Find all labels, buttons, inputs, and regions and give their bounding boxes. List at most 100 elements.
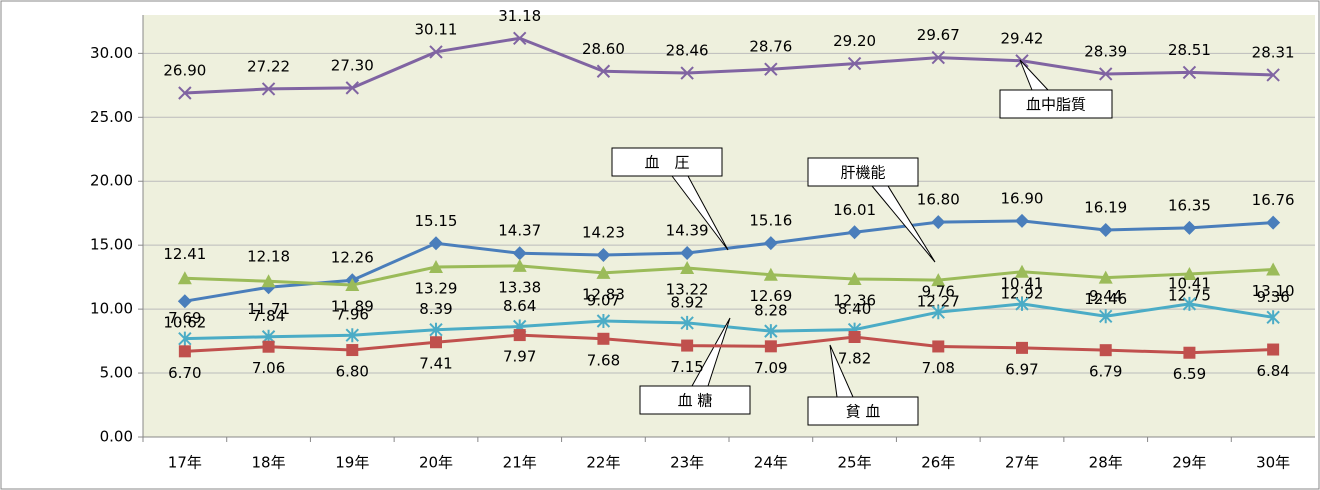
marker	[1098, 222, 1113, 237]
data-label: 9.44	[1089, 287, 1122, 305]
data-label: 15.15	[415, 212, 458, 230]
data-label: 10.41	[1168, 274, 1211, 292]
data-label: 9.36	[1256, 288, 1289, 306]
data-label: 14.23	[582, 224, 625, 242]
marker-shape	[261, 274, 276, 288]
data-label: 8.92	[670, 293, 703, 311]
marker	[1015, 213, 1029, 228]
marker-shape	[1099, 309, 1113, 324]
data-label: 7.97	[503, 348, 536, 366]
x-tick-label: 19年	[335, 454, 369, 472]
marker-shape	[931, 305, 945, 320]
marker-shape	[680, 260, 695, 274]
data-label: 12.27	[917, 293, 960, 311]
data-label: 15.16	[749, 212, 792, 230]
data-label: 10.41	[1001, 274, 1044, 292]
marker	[429, 236, 443, 251]
marker	[1182, 266, 1197, 280]
marker	[764, 340, 777, 353]
legend-label: 血中脂質	[1026, 96, 1086, 114]
marker-shape	[680, 66, 694, 80]
data-label: 28.60	[582, 40, 625, 58]
data-label: 6.59	[1173, 365, 1206, 383]
x-tick-label: 28年	[1089, 454, 1123, 472]
marker	[1266, 262, 1281, 276]
marker	[513, 329, 526, 342]
marker-shape	[1266, 215, 1281, 230]
data-label: 29.20	[833, 32, 876, 50]
marker-shape	[1098, 270, 1113, 284]
marker	[345, 328, 359, 343]
marker-shape	[513, 31, 527, 45]
data-label: 16.01	[833, 201, 876, 219]
marker-shape	[429, 45, 443, 59]
marker-shape	[430, 336, 442, 349]
data-label: 13.10	[1252, 282, 1295, 300]
x-tick-label: 22年	[586, 454, 620, 472]
marker	[847, 225, 862, 240]
x-tick-label: 20年	[419, 454, 453, 472]
marker	[596, 248, 611, 263]
marker-shape	[1266, 68, 1280, 82]
marker-shape	[931, 215, 946, 230]
marker	[430, 336, 442, 349]
marker	[429, 322, 443, 337]
data-label: 31.18	[498, 7, 541, 25]
marker-shape	[680, 245, 695, 260]
y-tick-label: 10.00	[90, 300, 133, 318]
marker	[345, 277, 360, 291]
marker-shape	[1015, 264, 1029, 278]
marker-shape	[1016, 341, 1028, 354]
marker-shape	[680, 315, 694, 330]
data-label: 6.84	[1256, 362, 1289, 380]
data-label: 13.29	[415, 280, 458, 298]
marker-shape	[1182, 266, 1197, 280]
marker-shape	[429, 260, 443, 274]
data-label: 8.28	[754, 302, 787, 320]
marker	[261, 274, 276, 288]
marker-shape	[763, 267, 778, 281]
marker-shape	[597, 332, 610, 345]
data-label: 14.39	[666, 221, 709, 239]
callout-pointer	[829, 344, 854, 398]
data-label: 11.89	[331, 297, 374, 315]
callout-box	[639, 385, 751, 415]
data-label: 12.41	[163, 245, 206, 263]
plot-area	[143, 15, 1315, 437]
x-tick-label: 26年	[921, 454, 955, 472]
marker	[512, 246, 527, 261]
x-tick-label: 29年	[1172, 454, 1206, 472]
data-label: 7.06	[252, 359, 285, 377]
data-label: 12.36	[833, 291, 876, 309]
data-label: 28.39	[1084, 42, 1127, 60]
marker-shape	[512, 246, 527, 261]
marker-shape	[177, 271, 192, 285]
marker	[931, 305, 945, 320]
marker-shape	[429, 236, 443, 251]
data-label: 8.39	[419, 300, 452, 318]
marker-shape	[932, 340, 945, 353]
data-label: 6.97	[1005, 360, 1038, 378]
marker	[680, 245, 695, 260]
data-label: 13.22	[666, 280, 709, 298]
marker-shape	[931, 50, 945, 65]
callout-pointer	[691, 317, 731, 387]
x-tick-label: 17年	[168, 454, 202, 472]
data-label: 10.62	[163, 314, 206, 332]
x-tick-label: 24年	[754, 454, 788, 472]
marker	[1098, 270, 1113, 284]
marker-shape	[178, 345, 191, 358]
x-tick-label: 27年	[1005, 454, 1039, 472]
marker-shape	[1266, 310, 1280, 325]
marker-shape	[345, 81, 359, 95]
marker-shape	[931, 273, 946, 287]
marker	[848, 330, 861, 343]
marker-shape	[847, 225, 862, 240]
marker-shape	[764, 324, 778, 339]
y-tick-label: 25.00	[90, 108, 133, 126]
x-tick-label: 25年	[838, 454, 872, 472]
data-label: 7.82	[838, 349, 871, 367]
callout-pointer	[671, 175, 729, 251]
marker-shape	[596, 314, 611, 329]
x-tick-label: 30年	[1256, 454, 1290, 472]
